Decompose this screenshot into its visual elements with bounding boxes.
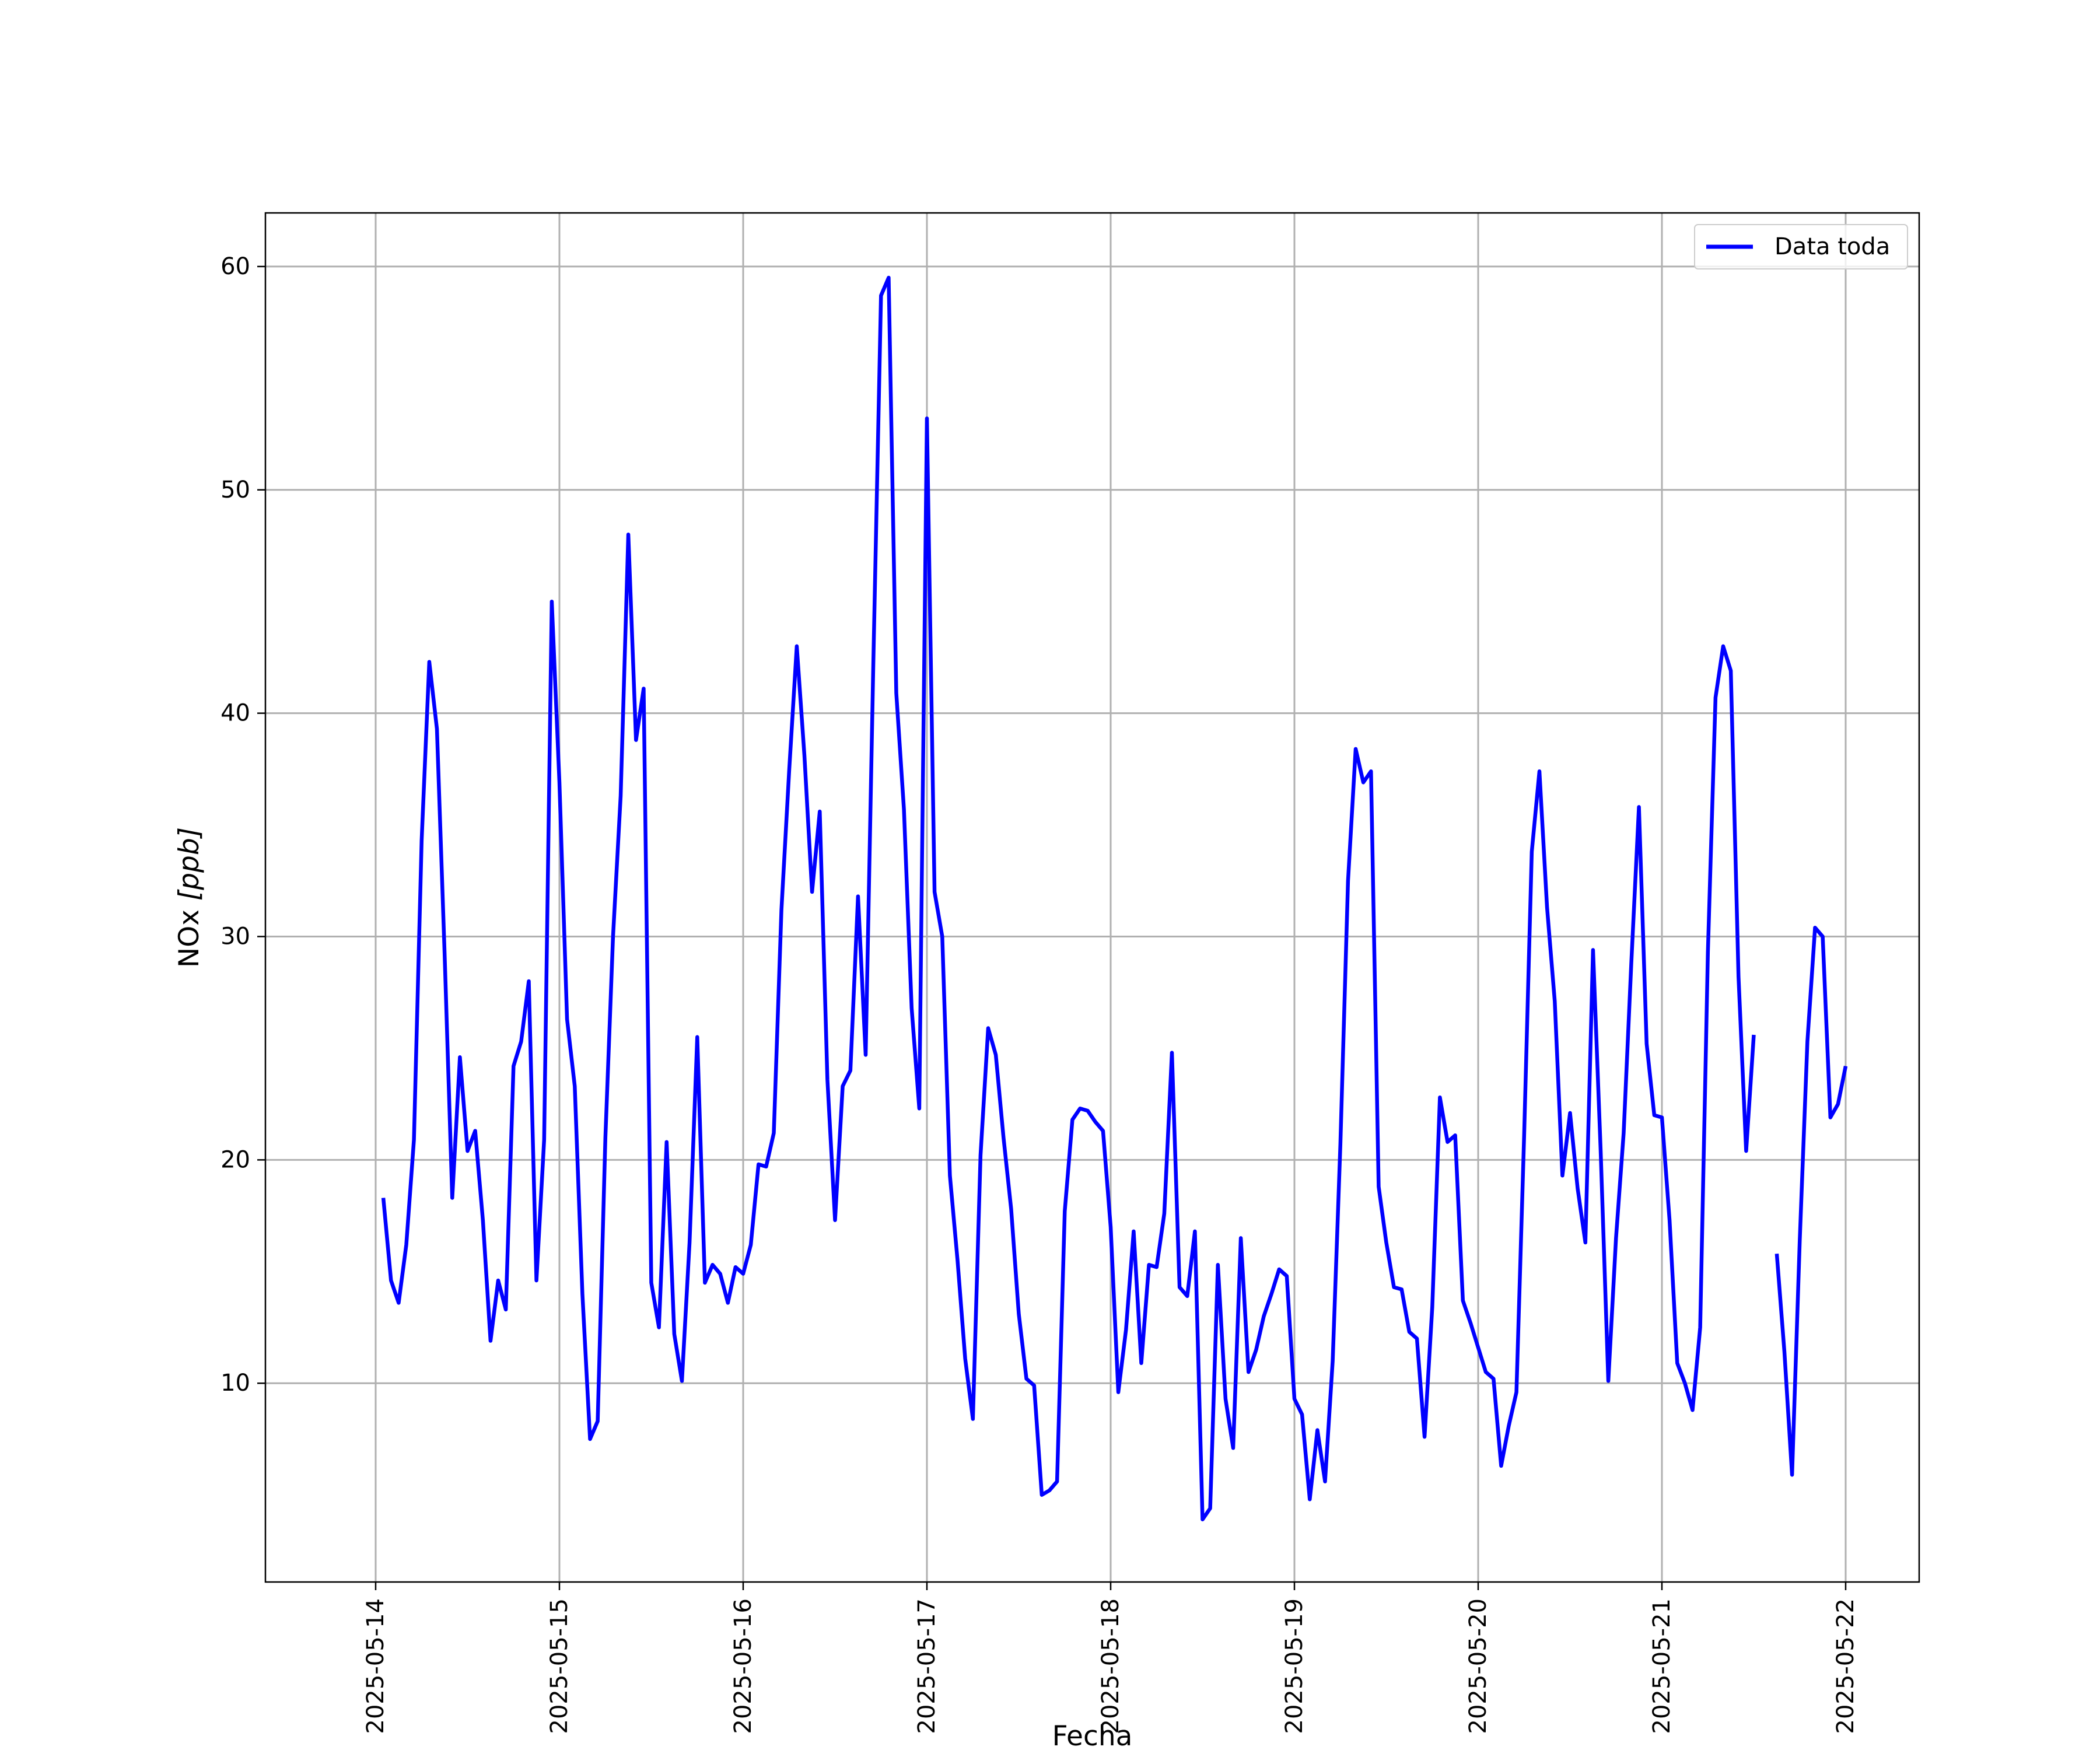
x-tick-label: 2025-05-17 bbox=[914, 1598, 940, 1734]
x-tick-label: 2025-05-20 bbox=[1465, 1598, 1492, 1734]
y-tick-label: 30 bbox=[220, 923, 250, 950]
y-axis-title-main: NOx bbox=[173, 901, 205, 968]
legend: Data toda bbox=[1694, 224, 1908, 270]
series-layer bbox=[381, 275, 1848, 1522]
x-tick-label: 2025-05-21 bbox=[1648, 1598, 1675, 1734]
grid-lines bbox=[265, 213, 1919, 1582]
legend-label-data-toda: Data toda bbox=[1774, 233, 1890, 260]
y-tick-label: 10 bbox=[220, 1370, 250, 1396]
x-tick-label: 2025-05-18 bbox=[1097, 1598, 1124, 1734]
x-tick-label: 2025-05-22 bbox=[1832, 1598, 1859, 1734]
y-tick-label: 60 bbox=[220, 253, 250, 280]
y-tick-label: 40 bbox=[220, 700, 250, 727]
plot-area-frame bbox=[264, 212, 1920, 1583]
legend-box bbox=[1694, 224, 1908, 270]
x-axis-title: Fecha bbox=[1052, 1720, 1133, 1750]
y-tick-label: 50 bbox=[220, 477, 250, 503]
x-tick-label: 2025-05-16 bbox=[730, 1598, 757, 1734]
y-tick-label: 20 bbox=[220, 1146, 250, 1173]
series-line-data-toda bbox=[381, 275, 1848, 1522]
x-tick-label: 2025-05-14 bbox=[362, 1598, 389, 1734]
y-axis-title-unit: [ppb] bbox=[173, 827, 205, 901]
axis-ticks: 2025-05-14 2025-05-15 2025-05-16 2025-05-17… bbox=[220, 253, 1859, 1734]
x-tick-label: 2025-05-19 bbox=[1281, 1598, 1308, 1734]
y-axis-title: NOx [ppb] bbox=[173, 827, 205, 968]
x-tick-label: 2025-05-15 bbox=[546, 1598, 573, 1734]
